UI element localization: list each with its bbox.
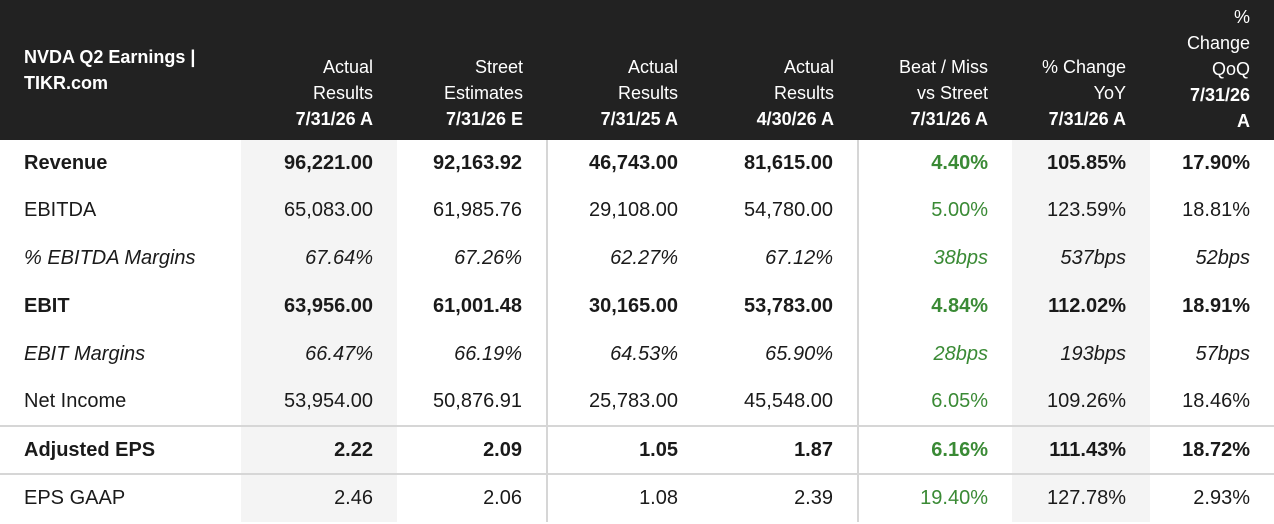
col-header-change-qoq: % Change QoQ 7/31/26 A	[1150, 0, 1274, 140]
table-cell: 52bps	[1195, 246, 1251, 269]
table-cell: 18.91%	[1182, 294, 1250, 317]
col-header-actual-q2-26: Actual Results 7/31/26 A	[241, 0, 397, 140]
col-header-change-yoy: % Change YoY 7/31/26 A	[1012, 0, 1150, 140]
table-cell: 96,221.00	[241, 140, 397, 186]
table-cell: 67.12%	[765, 246, 833, 269]
table-cell: 1.08	[546, 473, 702, 522]
table-cell: 62.27%	[546, 234, 702, 282]
col-header-actual-q1-26: Actual Results 4/30/26 A	[702, 0, 858, 140]
table-cell: 2.06	[397, 473, 547, 522]
table-cell: 57bps	[1195, 342, 1251, 365]
table-cell: 18.46%	[1182, 390, 1250, 412]
table-cell: 67.26%	[454, 246, 522, 269]
table-cell: 30,165.00	[546, 282, 702, 330]
row-adjusted-eps: Adjusted EPS 2.22 2.09 1.05 1.87 6.16% 111.43%…	[0, 425, 1274, 474]
table-cell: 18.81%	[1182, 198, 1250, 221]
row-ebit: EBIT 63,956.00 61,001.48 30,165.00 53,783.00…	[0, 282, 1274, 330]
table-cell: 53,783.00	[744, 294, 833, 317]
table-cell: 111.43%	[1012, 425, 1150, 474]
row-label: Net Income	[24, 390, 127, 412]
table-cell: 38bps	[857, 234, 1012, 282]
table-cell: 2.09	[397, 425, 547, 474]
row-label: EBIT Margins	[24, 342, 146, 365]
title-line-2: TIKR.com	[24, 73, 109, 93]
table-cell: 61,985.76	[433, 198, 522, 221]
row-label: EBIT	[24, 294, 70, 317]
row-label: Revenue	[24, 151, 108, 174]
table-cell: 66.19%	[454, 342, 522, 365]
table-cell: 537bps	[1012, 234, 1150, 282]
table-cell: 4.84%	[857, 282, 1012, 330]
row-label: % EBITDA Margins	[24, 246, 196, 269]
title-line-1: NVDA Q2 Earnings |	[24, 47, 196, 67]
row-revenue: Revenue 96,221.00 92,163.92 46,743.00 81,615…	[0, 140, 1274, 186]
table-cell: 81,615.00	[744, 151, 833, 174]
row-label: EPS GAAP	[0, 473, 241, 522]
row-label: EBITDA	[24, 198, 97, 221]
row-net-income: Net Income 53,954.00 50,876.91 25,783.00 45,…	[0, 378, 1274, 426]
table-cell: 19.40%	[857, 473, 1012, 522]
table-cell: 50,876.91	[433, 390, 522, 412]
table-cell: 127.78%	[1012, 473, 1150, 522]
table-cell: 105.85%	[1012, 140, 1150, 186]
table-cell: 54,780.00	[744, 198, 833, 221]
table-cell: 123.59%	[1012, 186, 1150, 234]
table-cell: 45,548.00	[744, 390, 833, 412]
table-cell: 109.26%	[1012, 378, 1150, 426]
table-cell: 5.00%	[857, 186, 1012, 234]
table-cell: 4.40%	[857, 140, 1012, 186]
row-label: Adjusted EPS	[0, 425, 241, 474]
table-cell: 2.39	[702, 473, 858, 522]
table-cell: 6.16%	[857, 425, 1012, 474]
table-cell: 29,108.00	[546, 186, 702, 234]
table-cell: 61,001.48	[433, 294, 522, 317]
table-cell: 66.47%	[241, 330, 397, 378]
row-eps-gaap: EPS GAAP 2.46 2.06 1.08 2.39 19.40% 127.78% 2.9…	[0, 473, 1274, 522]
table-cell: 53,954.00	[241, 378, 397, 426]
table-cell: 2.93%	[1150, 473, 1274, 522]
table-cell: 6.05%	[857, 378, 1012, 426]
table-body: Revenue 96,221.00 92,163.92 46,743.00 81,615…	[0, 140, 1274, 522]
row-ebitda: EBITDA 65,083.00 61,985.76 29,108.00 54,780.…	[0, 186, 1274, 234]
table-cell: 1.87	[702, 425, 858, 474]
table-cell: 64.53%	[546, 330, 702, 378]
table-cell: 63,956.00	[241, 282, 397, 330]
col-header-street-estimates: Street Estimates 7/31/26 E	[397, 0, 547, 140]
table-cell: 46,743.00	[546, 140, 702, 186]
table-cell: 193bps	[1012, 330, 1150, 378]
col-header-beat-miss: Beat / Miss vs Street 7/31/26 A	[858, 0, 1012, 140]
table-cell: 28bps	[857, 330, 1012, 378]
table-cell: 65.90%	[765, 342, 833, 365]
table-title: NVDA Q2 Earnings | TIKR.com	[0, 0, 241, 140]
table-cell: 92,163.92	[433, 151, 522, 174]
table-cell: 1.05	[546, 425, 702, 474]
table-cell: 2.22	[241, 425, 397, 474]
table-header: NVDA Q2 Earnings | TIKR.com Actual Resul…	[0, 0, 1274, 140]
row-ebit-margins: EBIT Margins 66.47% 66.19% 64.53% 65.90% 28bp…	[0, 330, 1274, 378]
table-cell: 112.02%	[1012, 282, 1150, 330]
table-cell: 18.72%	[1150, 425, 1274, 474]
table-cell: 2.46	[241, 473, 397, 522]
row-ebitda-margins: % EBITDA Margins 67.64% 67.26% 62.27% 67.12%…	[0, 234, 1274, 282]
table-cell: 67.64%	[241, 234, 397, 282]
table-cell: 65,083.00	[241, 186, 397, 234]
table-cell: 17.90%	[1182, 151, 1250, 174]
table-cell: 25,783.00	[546, 378, 702, 426]
col-header-actual-q2-25: Actual Results 7/31/25 A	[547, 0, 702, 140]
